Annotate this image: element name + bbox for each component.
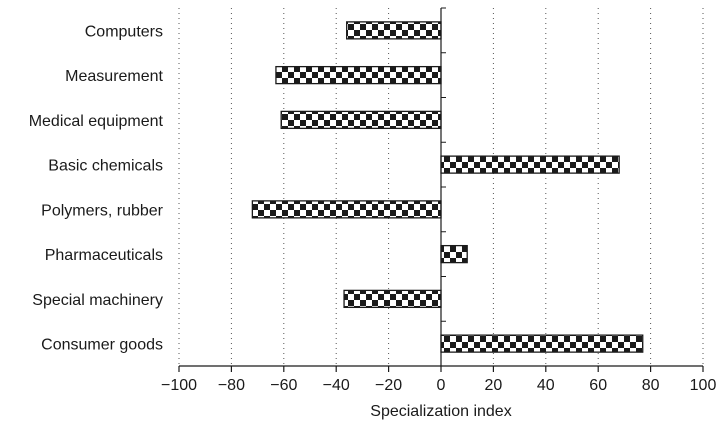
bars — [251, 21, 644, 353]
x-tick-label: −100 — [161, 377, 197, 394]
bar — [343, 289, 442, 309]
x-tick-label: 100 — [690, 377, 717, 394]
x-tick-label: 20 — [485, 377, 503, 394]
bar — [275, 65, 442, 85]
x-tick-labels: −100 −80 −60 −40 −20 0 20 40 60 80 100 — [161, 377, 716, 394]
bar — [440, 244, 468, 264]
category-label: Pharmaceuticals — [45, 247, 163, 264]
bar — [440, 155, 620, 174]
category-label: Consumer goods — [41, 337, 163, 354]
x-tick-label: 80 — [642, 377, 660, 394]
bar — [346, 21, 442, 40]
x-tick-label: −20 — [375, 377, 402, 394]
bar — [251, 200, 442, 219]
x-tick-label: −80 — [218, 377, 245, 394]
bar — [440, 334, 644, 353]
x-tick-label: 60 — [589, 377, 607, 394]
x-tick-label: 40 — [537, 377, 555, 394]
category-label: Computers — [85, 23, 163, 40]
bar — [280, 110, 442, 130]
category-label: Basic chemicals — [48, 158, 163, 175]
category-labels: Computers Measurement Medical equipment Bas… — [29, 23, 164, 353]
x-axis-title: Specialization index — [370, 403, 511, 420]
x-tick-label: −60 — [270, 377, 297, 394]
category-label: Medical equipment — [29, 113, 164, 130]
axes — [178, 7, 704, 372]
x-tick-label: −40 — [323, 377, 350, 394]
category-label: Special machinery — [32, 292, 163, 309]
x-tick-label: 0 — [437, 377, 446, 394]
category-label: Polymers, rubber — [41, 202, 163, 219]
category-label: Measurement — [65, 68, 163, 85]
